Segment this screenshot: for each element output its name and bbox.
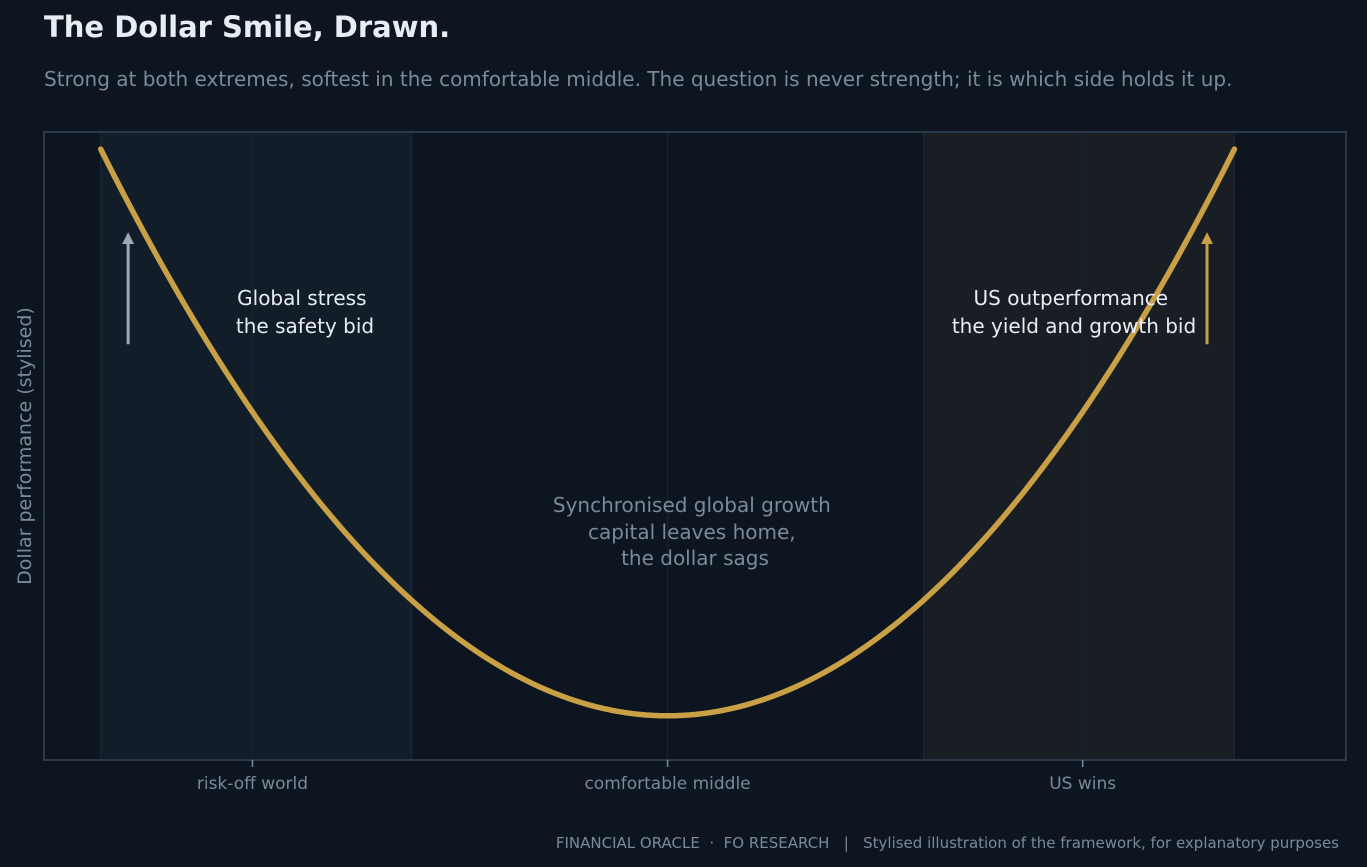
annotation-global-stress-line-2: the safety bid	[236, 314, 374, 338]
region-risk-off	[100, 133, 412, 759]
x-tick-label: risk-off world	[197, 774, 308, 794]
x-tick-label: US wins	[1049, 774, 1116, 794]
x-ticks: risk-off world comfortable middle US wins	[197, 760, 1116, 794]
x-tick-label: comfortable middle	[584, 774, 750, 794]
region-us-wins	[923, 133, 1235, 759]
annotation-us-outperformance: US outperformance the yield and growth b…	[952, 286, 1196, 338]
annotation-us-outperformance-line-1: US outperformance	[974, 286, 1169, 310]
annotation-global-stress-line-1: Global stress	[237, 286, 366, 310]
y-axis-label: Dollar performance (stylised)	[14, 307, 36, 585]
annotation-global-stress: Global stress the safety bid	[236, 286, 374, 338]
annotation-synchronised-growth-line-1: Synchronised global growth	[553, 493, 831, 517]
annotation-synchronised-growth-line-2: capital leaves home,	[588, 520, 796, 544]
smile-curve-line	[97, 146, 1238, 719]
annotation-synchronised-growth: Synchronised global growth capital leave…	[553, 493, 837, 570]
plot-frame	[43, 131, 1347, 761]
chart-title: The Dollar Smile, Drawn.	[44, 10, 451, 44]
arrows-layer	[122, 232, 1214, 345]
annotation-synchronised-growth-line-3: the dollar sags	[621, 546, 769, 570]
annotation-us-outperformance-line-2: the yield and growth bid	[952, 314, 1196, 338]
footer-credit: FINANCIAL ORACLE · FO RESEARCH | Stylise…	[556, 834, 1339, 852]
chart-subtitle: Strong at both extremes, softest in the …	[44, 67, 1233, 91]
grid-layer	[251, 133, 1084, 759]
regions-layer	[99, 133, 1236, 759]
